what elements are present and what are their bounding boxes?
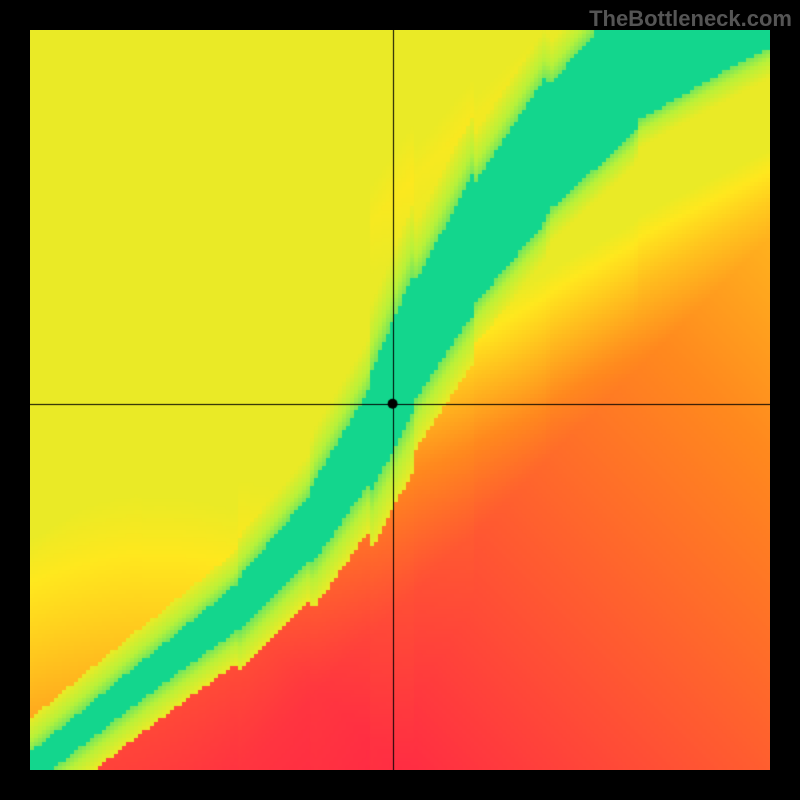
bottleneck-heatmap	[30, 30, 770, 770]
watermark-label: TheBottleneck.com	[589, 6, 792, 32]
